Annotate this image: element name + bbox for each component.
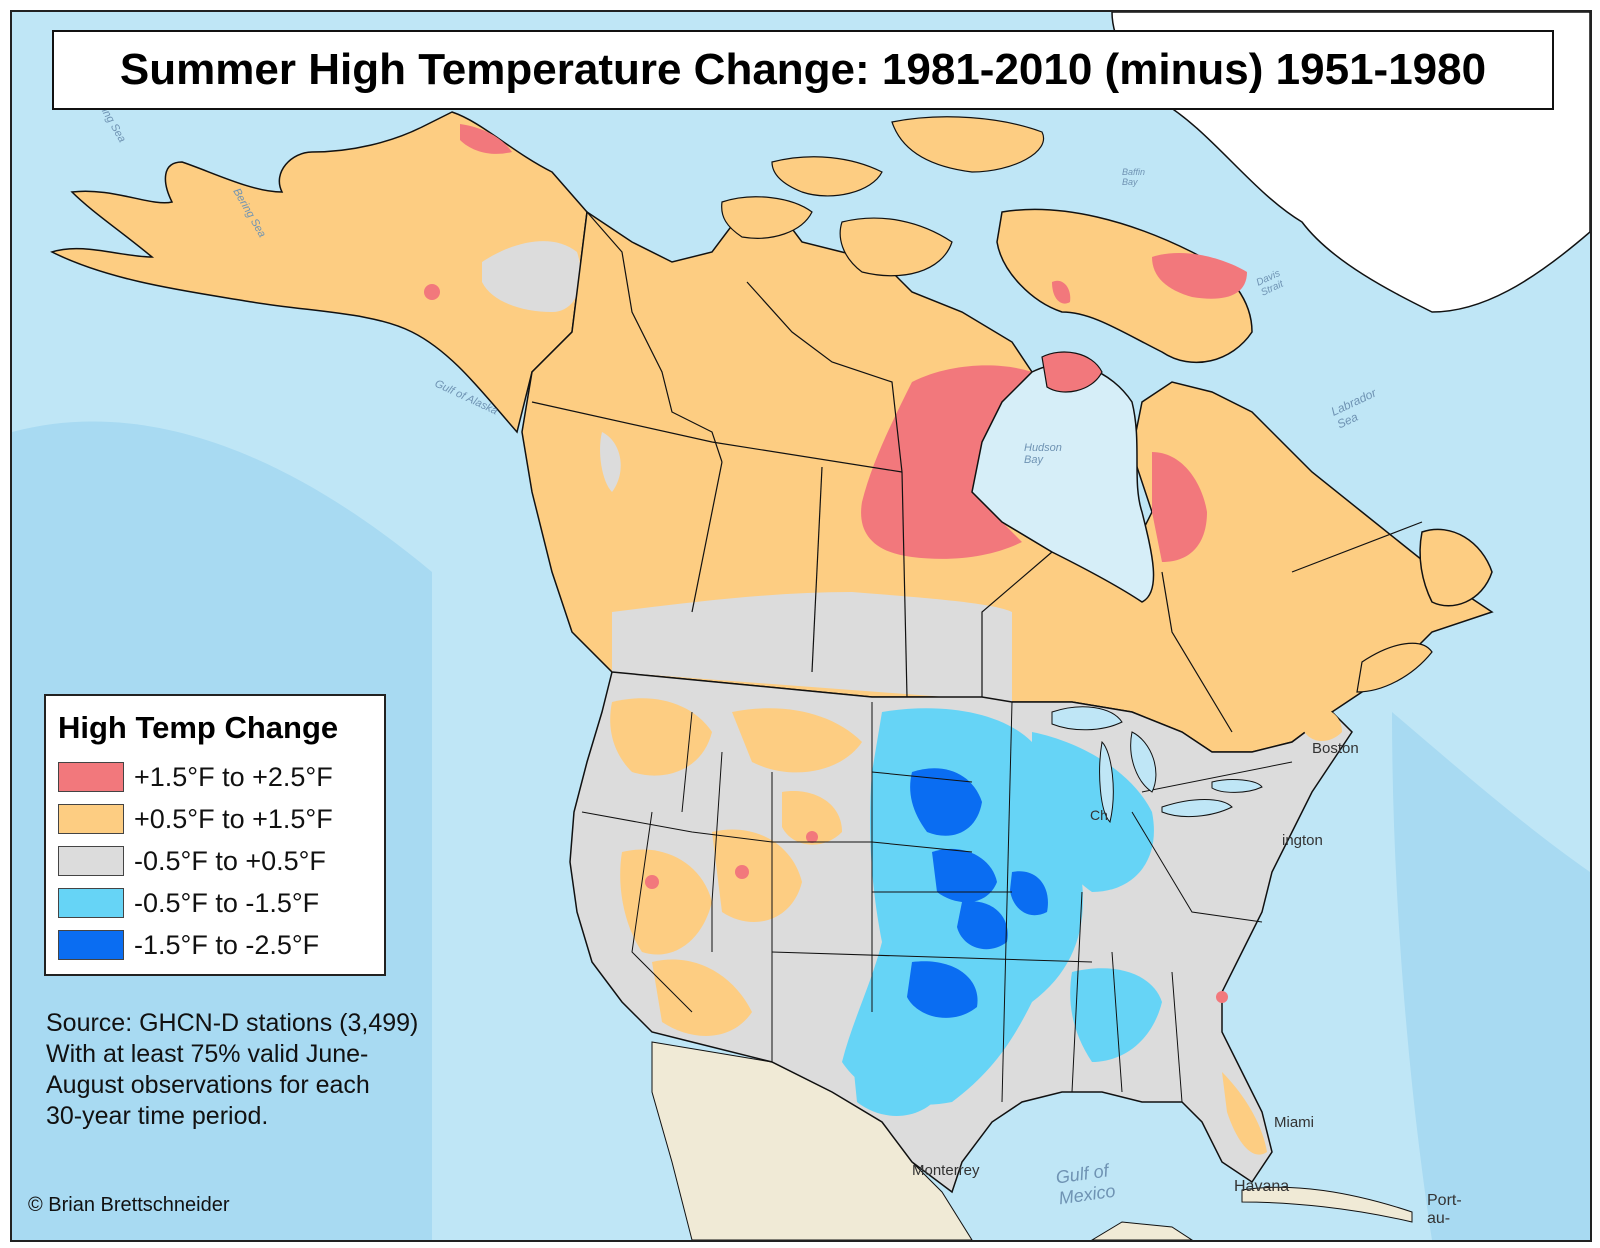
- canada-red-zone-quebec: [1152, 452, 1207, 562]
- label-boston: Boston: [1312, 740, 1359, 757]
- alaska-red-dot: [424, 284, 440, 300]
- legend-label: -0.5°F to +0.5°F: [134, 845, 326, 876]
- hudson-bay: [971, 363, 1155, 603]
- legend-swatch: [58, 762, 124, 792]
- us-darkblue-nebraska: [932, 848, 997, 903]
- us-orange-utah: [712, 829, 802, 922]
- alaska-red-zone: [460, 124, 512, 154]
- source-line: Source: GHCN-D stations (3,499): [46, 1009, 419, 1037]
- canada-gray-band: [612, 592, 1012, 702]
- label-baffin-bay: Baffin Bay: [1122, 167, 1146, 187]
- legend-label: +0.5°F to +1.5°F: [134, 803, 333, 834]
- us-red-dot-4: [1216, 991, 1228, 1003]
- us-red-dot-3: [645, 875, 659, 889]
- southampton-island: [1041, 351, 1103, 393]
- legend-label: -1.5°F to -2.5°F: [134, 929, 320, 960]
- arctic-island-1: [721, 196, 813, 239]
- legend-item: -0.5°F to -1.5°F: [58, 886, 319, 920]
- alaska: [50, 111, 588, 434]
- copyright-credit: © Brian Brettschneider: [28, 1194, 230, 1216]
- label-hudson-bay: Hudson Bay: [1024, 442, 1062, 466]
- newfoundland: [1419, 528, 1493, 607]
- canada-province-borders: [531, 211, 1423, 733]
- label-chicago: Ch: [1090, 807, 1108, 823]
- lake-superior: [1051, 706, 1123, 731]
- us-orange-wyoming: [782, 791, 842, 845]
- legend: High Temp Change +1.5°F to +2.5°F +0.5°F…: [44, 694, 386, 976]
- us-darkblue-iowa: [1010, 871, 1048, 916]
- us-blue-texas: [852, 1049, 942, 1116]
- map-frame: Bering Sea Bering Sea Gulf of Alaska Hud…: [10, 10, 1592, 1242]
- source-line: 30-year time period.: [46, 1102, 269, 1130]
- source-line: August observations for each: [46, 1071, 370, 1099]
- lake-erie: [1161, 799, 1233, 817]
- map-title: Summer High Temperature Change: 1981-201…: [119, 45, 1487, 94]
- nova-scotia: [1356, 642, 1433, 693]
- cuba-land: [1241, 1186, 1413, 1223]
- source-note: Source: GHCN-D stations (3,499) With at …: [46, 1008, 486, 1132]
- yucatan-land: [1091, 1221, 1193, 1240]
- legend-item: +1.5°F to +2.5°F: [58, 760, 333, 794]
- baffin-island: [996, 208, 1253, 364]
- us-blue-east: [1032, 732, 1154, 892]
- canada-gray-bc: [600, 432, 621, 492]
- lake-ontario: [1211, 779, 1263, 793]
- legend-item: +0.5°F to +1.5°F: [58, 802, 333, 836]
- label-havana: Havana: [1234, 1178, 1290, 1195]
- legend-swatch: [58, 930, 124, 960]
- us-state-borders: [581, 701, 1293, 1103]
- legend-swatch: [58, 888, 124, 918]
- alaska-gray-zone: [482, 241, 581, 312]
- lake-huron: [1130, 731, 1157, 793]
- us-orange-southwest: [652, 959, 752, 1036]
- map-canvas[interactable]: [12, 12, 1590, 1240]
- canada-red-zone-hudson-west: [861, 365, 1032, 559]
- arctic-island-4: [839, 217, 953, 277]
- us-darkblue-oklahoma: [907, 961, 978, 1018]
- label-miami: Miami: [1274, 1114, 1314, 1131]
- us-darkblue-dakotas: [910, 768, 982, 836]
- label-port-au-prince: Port-au-: [1427, 1192, 1462, 1227]
- legend-swatch: [58, 846, 124, 876]
- legend-title: High Temp Change: [58, 710, 339, 745]
- us-orange-florida: [1222, 1072, 1267, 1155]
- source-line: With at least 75% valid June-: [46, 1040, 369, 1068]
- us-red-dot-1: [735, 865, 749, 879]
- arctic-island-2: [771, 156, 883, 197]
- ocean-deep-atlantic: [1392, 712, 1590, 1240]
- arctic-island-3: [891, 116, 1045, 173]
- baffin-red-zone: [1152, 252, 1247, 299]
- title-box: Summer High Temperature Change: 1981-201…: [52, 30, 1554, 110]
- us-orange-montana: [732, 708, 862, 773]
- us-orange-maine: [1302, 708, 1342, 742]
- legend-item: -0.5°F to +0.5°F: [58, 844, 326, 878]
- legend-item: -1.5°F to -2.5°F: [58, 928, 319, 962]
- us-darkblue-kansas: [957, 901, 1008, 950]
- legend-label: -0.5°F to -1.5°F: [134, 887, 320, 918]
- lake-michigan: [1099, 740, 1114, 823]
- label-washington: ington: [1282, 832, 1323, 849]
- label-monterrey: Monterrey: [912, 1162, 980, 1179]
- us-red-dot-2: [806, 831, 818, 843]
- legend-swatch: [58, 804, 124, 834]
- legend-label: +1.5°F to +2.5°F: [134, 761, 333, 792]
- arctic-red-spot: [1052, 280, 1071, 304]
- us-orange-west-1: [610, 698, 712, 776]
